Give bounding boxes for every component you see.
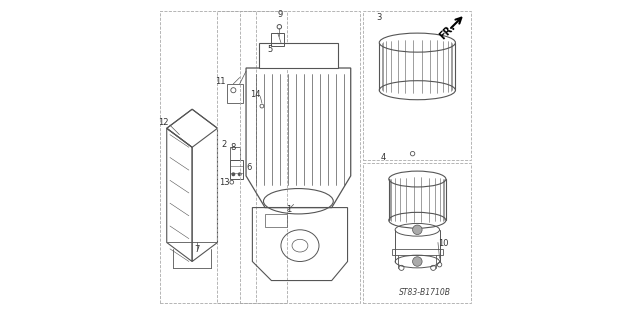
Text: 3: 3 — [376, 13, 382, 22]
Text: 5: 5 — [268, 45, 273, 54]
Bar — [364, 11, 471, 160]
Bar — [265, 214, 287, 227]
Text: 8: 8 — [230, 143, 236, 153]
Circle shape — [413, 257, 422, 266]
Bar — [259, 43, 338, 68]
Bar — [218, 11, 287, 303]
Bar — [240, 11, 360, 303]
Bar — [160, 11, 256, 303]
Text: 1: 1 — [286, 205, 291, 214]
Bar — [230, 147, 240, 160]
Circle shape — [413, 225, 422, 235]
Circle shape — [232, 173, 235, 176]
Text: 11: 11 — [215, 77, 225, 86]
Text: 13: 13 — [219, 178, 230, 188]
Text: 7: 7 — [194, 245, 200, 254]
Text: 10: 10 — [438, 239, 449, 248]
Text: 6: 6 — [246, 163, 251, 172]
Text: 9: 9 — [278, 10, 283, 19]
Text: 12: 12 — [158, 118, 168, 127]
Text: 2: 2 — [222, 140, 227, 149]
Bar — [364, 163, 471, 303]
Bar — [227, 84, 243, 103]
Text: 4: 4 — [380, 153, 385, 162]
Text: 14: 14 — [250, 90, 260, 99]
Bar — [230, 160, 243, 179]
Text: ST83-B1710B: ST83-B1710B — [399, 288, 451, 297]
Bar — [392, 249, 443, 255]
Text: FR.: FR. — [438, 22, 457, 41]
Circle shape — [239, 173, 241, 176]
Bar — [271, 33, 284, 46]
